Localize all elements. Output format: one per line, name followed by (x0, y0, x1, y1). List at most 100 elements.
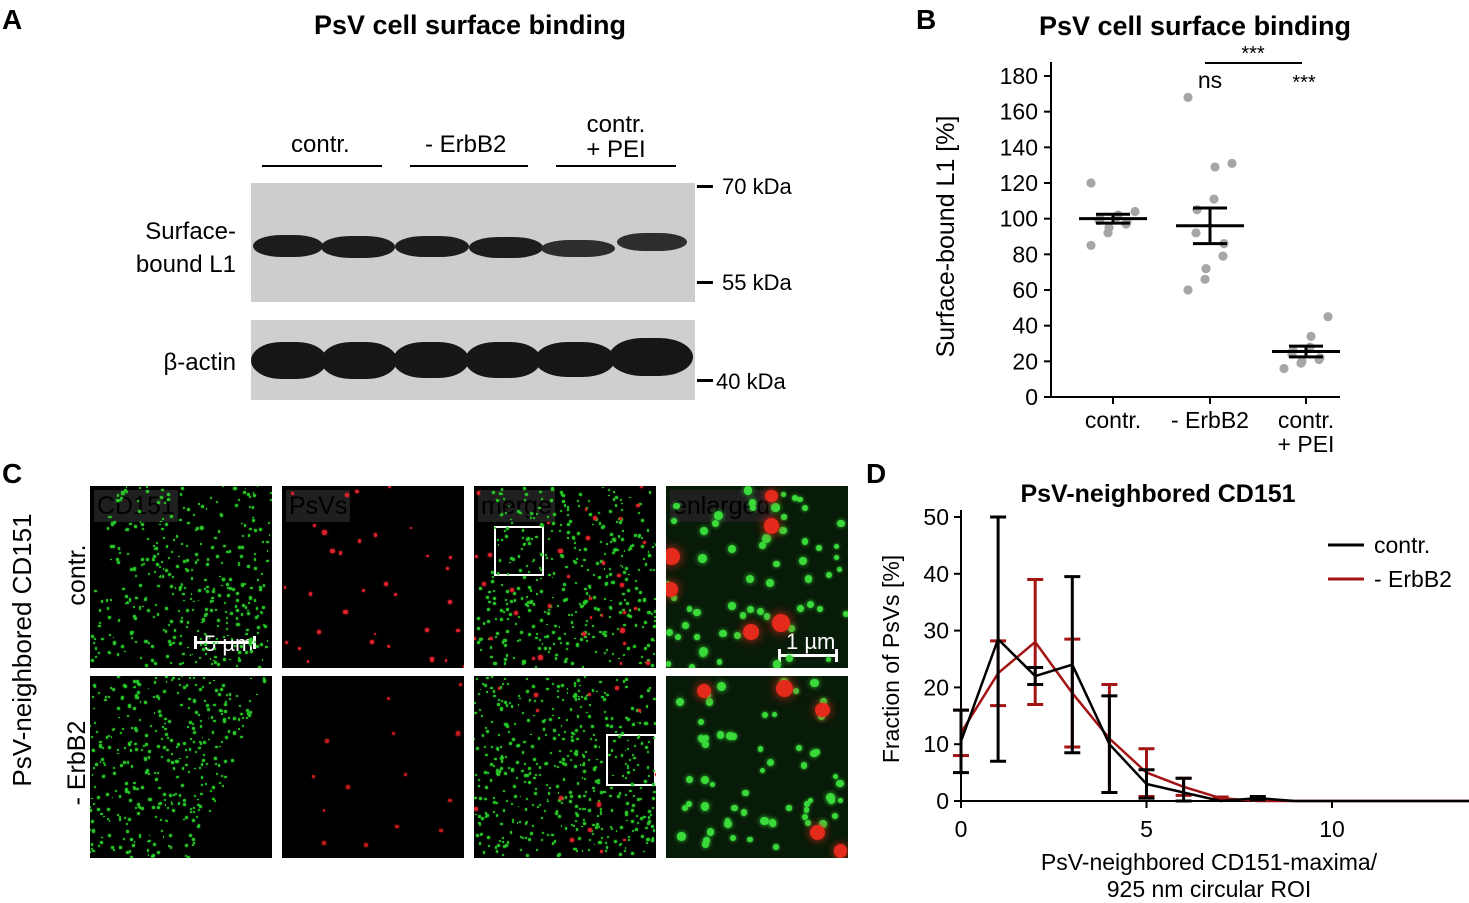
fluorescence-spot (578, 548, 581, 551)
fluorescence-spot (166, 807, 169, 810)
fluorescence-spot (474, 796, 477, 800)
fluorescence-spot (249, 643, 252, 646)
fluorescence-spot (172, 676, 176, 680)
fluorescence-spot (152, 854, 155, 857)
fluorescence-spot (494, 636, 498, 639)
fluorescence-spot (186, 569, 189, 572)
fluorescence-spot (582, 763, 585, 767)
fluorescence-spot (188, 676, 192, 680)
fluorescence-spot (728, 602, 736, 610)
fluorescence-spot (626, 739, 629, 742)
fluorescence-spot (204, 614, 207, 617)
fluorescence-spot (585, 695, 588, 697)
fluorescence-spot (181, 676, 184, 678)
fluorescence-spot (230, 612, 233, 616)
fluorescence-spot (343, 609, 348, 615)
fluorescence-spot (185, 568, 187, 571)
fluorescence-spot (147, 840, 150, 843)
fluorescence-spot (494, 846, 498, 849)
fluorescence-spot (582, 729, 585, 732)
fluorescence-spot (530, 733, 532, 736)
fluorescence-spot (143, 562, 146, 565)
fluorescence-spot (211, 596, 214, 600)
fluorescence-spot (136, 682, 140, 685)
fluorescence-spot (533, 758, 536, 762)
fluorescence-spot (237, 718, 241, 721)
fluorescence-spot (169, 661, 172, 664)
x-axis-label-line2: 925 nm circular ROI (1107, 876, 1312, 902)
fluorescence-spot (490, 720, 493, 724)
fluorescence-spot (186, 626, 189, 629)
fluorescence-spot (631, 829, 634, 832)
fluorescence-spot (642, 540, 647, 545)
fluorescence-spot (814, 702, 830, 718)
fluorescence-spot (212, 599, 214, 602)
fluorescence-spot (119, 496, 123, 500)
fluorescence-spot (112, 521, 116, 525)
fluorescence-spot (569, 750, 572, 753)
y-tick-label: 100 (1000, 206, 1038, 232)
fluorescence-spot (592, 574, 595, 577)
fluorescence-spot (482, 683, 485, 686)
fluorescence-spot (207, 717, 210, 720)
fluorescence-spot (159, 495, 164, 499)
fluorescence-spot (565, 565, 568, 568)
fluorescence-spot (200, 644, 202, 646)
fluorescence-spot (652, 807, 655, 810)
fluorescence-spot (582, 821, 586, 825)
fluorescence-spot (534, 791, 538, 795)
fluorescence-spot (785, 654, 794, 663)
fluorescence-spot (802, 813, 809, 820)
fluorescence-spot (115, 558, 119, 562)
fluorescence-spot (505, 724, 509, 728)
fluorescence-spot (619, 826, 623, 829)
fluorescence-spot (192, 699, 196, 703)
fluorescence-spot (206, 647, 209, 650)
fluorescence-spot (650, 814, 653, 817)
fluorescence-spot (605, 849, 608, 852)
fluorescence-spot (592, 823, 596, 827)
fluorescence-spot (518, 697, 521, 700)
fluorescence-spot (576, 715, 580, 718)
fluorescence-spot (496, 801, 498, 804)
fluorescence-spot (110, 687, 113, 689)
fluorescence-spot (502, 845, 506, 849)
fluorescence-spot (155, 676, 157, 679)
fluorescence-spot (771, 711, 778, 717)
fluorescence-spot (609, 533, 613, 536)
fluorescence-spot (245, 709, 249, 713)
fluorescence-spot (101, 600, 104, 603)
fluorescence-spot (599, 811, 603, 814)
fluorescence-spot (623, 598, 626, 601)
fluorescence-spot (522, 536, 525, 540)
fluorescence-spot (214, 756, 217, 760)
fluorescence-spot (330, 548, 335, 553)
fluorescence-spot (91, 820, 95, 824)
fluorescence-spot (91, 634, 95, 638)
fluorescence-spot (249, 527, 252, 530)
fluorescence-spot (500, 766, 504, 771)
fluorescence-spot (106, 817, 110, 821)
fluorescence-spot (338, 551, 343, 555)
fluorescence-spot (122, 838, 125, 841)
fluorescence-spot (505, 526, 509, 530)
fluorescence-spot (153, 771, 157, 774)
fluorescence-spot (633, 794, 636, 797)
marker-label-55: 55 kDa (722, 270, 792, 295)
fluorescence-spot (593, 734, 596, 736)
fluorescence-spot (177, 678, 180, 681)
fluorescence-spot (805, 819, 812, 826)
fluorescence-spot (168, 623, 171, 626)
fluorescence-spot (264, 624, 268, 628)
fluorescence-spot (504, 598, 508, 602)
fluorescence-spot (478, 778, 481, 781)
lane-line-erbb2 (410, 165, 528, 167)
fluorescence-spot (545, 783, 548, 786)
fluorescence-spot (502, 840, 505, 843)
fluorescence-spot (666, 582, 679, 598)
fluorescence-spot (199, 725, 203, 728)
fluorescence-spot (564, 796, 567, 799)
fluorescence-spot (540, 552, 544, 556)
fluorescence-spot (548, 786, 551, 789)
fluorescence-spot (636, 709, 639, 712)
